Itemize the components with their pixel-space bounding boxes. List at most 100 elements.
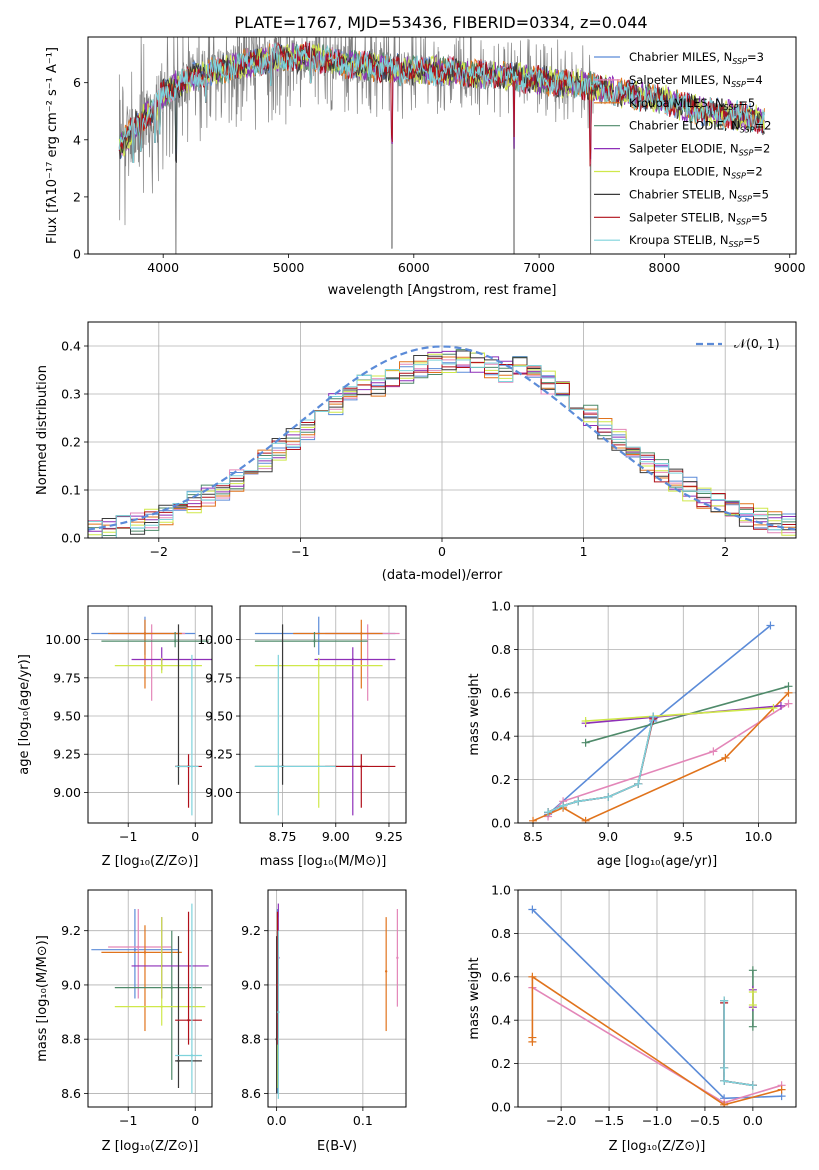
weight-vs-z-xtick-label: −0.5 [690, 1113, 720, 1128]
residuals-legend: 𝒩(0, 1) [696, 336, 780, 351]
residuals-ylabel: Normed distribution [35, 365, 50, 495]
weight-vs-z-marker-kroupa-elodie [748, 1001, 757, 1010]
residuals-xtick-label: 0 [438, 544, 446, 559]
weight-vs-age-marker-salpeter-miles [784, 699, 793, 708]
legend-label-kroupa-miles: Kroupa MILES, NSSP=5 [629, 96, 755, 112]
legend-label-normal: 𝒩(0, 1) [734, 336, 780, 351]
weight-vs-age-marker-kroupa-stelib [649, 712, 658, 721]
weight-vs-age-xtick-label: 9.0 [598, 829, 618, 844]
spectrum-ytick-label: 0 [73, 247, 81, 262]
weight-vs-z-marker-kroupa-miles [528, 1033, 537, 1042]
residuals-xtick-label: −1 [291, 544, 309, 559]
age-vs-z-ytick-label: 9.00 [53, 785, 81, 800]
age-vs-mass-ytick-label: 9.50 [205, 709, 233, 724]
histogram-kroupa-stelib [88, 359, 796, 538]
weight-vs-age-marker-salpeter-miles [709, 747, 718, 756]
weight-vs-age-line-kroupa-stelib [547, 716, 654, 813]
residuals-axes: −2 −1 0 1 2 0.0 0.1 0.2 0.3 0.4 (data-model)/error… [35, 321, 797, 583]
spectrum-xtick-label: 4000 [147, 260, 179, 275]
age-vs-mass-point-kroupa-miles [360, 632, 363, 635]
residuals-ytick-label: 0.3 [61, 387, 81, 402]
weight-vs-age-marker-kroupa-miles [721, 753, 730, 762]
age-vs-mass-xtick-label: 9.25 [375, 829, 403, 844]
residuals-xtick-label: 1 [580, 544, 588, 559]
mass-vs-z-ytick-label: 8.6 [61, 1086, 81, 1101]
legend-label-kroupa-stelib: Kroupa STELIB, NSSP=5 [629, 233, 760, 249]
weight-vs-age-xlabel: age [log₁₀(age/yr)] [597, 854, 718, 869]
legend-label-chabrier-elodie: Chabrier ELODIE, NSSP=2 [629, 119, 771, 135]
weight-vs-age-marker-kroupa-stelib [559, 801, 568, 810]
age-vs-mass-point-kroupa-stelib [277, 765, 280, 768]
weight-vs-age-marker-kroupa-stelib [634, 779, 643, 788]
spectrum-axes: 4000 5000 6000 7000 8000 9000 0 2 4 6 wavelength [… [45, 36, 806, 298]
age-vs-z-frame [87, 605, 213, 824]
weight-vs-age-ytick-label: 0.0 [491, 816, 511, 831]
age-vs-mass-axes: 8.75 9.00 9.25 9.00 9.25 9.50 9.75 10.00 mass [l… [197, 605, 407, 869]
spectrum-ytick-label: 4 [73, 132, 81, 147]
age-vs-mass-point-kroupa-elodie [317, 664, 320, 667]
mass-vs-ebv-xtick-label: 0.1 [353, 1113, 373, 1128]
age-vs-z-xtick-label: 0 [191, 829, 199, 844]
age-vs-mass-frame [239, 605, 407, 824]
residuals-ytick-label: 0.4 [61, 339, 81, 354]
weight-vs-z-marker-kroupa-miles [777, 1085, 786, 1094]
weight-vs-age-xtick-label: 9.5 [673, 829, 693, 844]
mass-vs-z-point-kroupa-miles [143, 951, 147, 954]
age-vs-z-xlabel: Z [log₁₀(Z/Z⊙)] [102, 854, 199, 869]
age-vs-mass-point-salpeter-stelib [360, 765, 363, 768]
age-vs-mass-point-chabrier-elodie [313, 639, 316, 643]
weight-vs-z-ytick-label: 0.4 [491, 1013, 511, 1028]
residuals-ytick-label: 0.2 [61, 435, 81, 450]
mass-vs-z-point-salpeter-miles [137, 945, 140, 949]
weight-vs-z-line-kroupa-stelib [723, 1000, 754, 1087]
age-vs-z-axes: −1 0 9.00 9.25 9.50 9.75 10.00 Z [log₁₀(Z/Z⊙)] a… [17, 605, 213, 869]
mass-vs-z-point-salpeter-stelib [187, 1019, 190, 1022]
weight-vs-z-marker-kroupa-miles [528, 972, 537, 981]
mass-vs-z-frame [87, 889, 213, 1108]
spectrum-frame [87, 36, 797, 255]
spectrum-xtick-label: 8000 [649, 260, 681, 275]
spectrum-xtick-label: 7000 [523, 260, 555, 275]
mass-vs-ebv-ytick-label: 9.2 [241, 923, 261, 938]
age-vs-z-point-kroupa-stelib [190, 765, 194, 768]
weight-vs-age-ytick-label: 0.2 [491, 772, 511, 787]
weight-vs-age-line-kroupa-miles [532, 692, 790, 822]
age-vs-z-ytick-label: 9.75 [53, 670, 81, 685]
mass-vs-z-ytick-label: 9.2 [61, 923, 81, 938]
weight-vs-z-marker-kroupa-stelib [720, 1076, 729, 1085]
mass-vs-z-point-kroupa-stelib [190, 1054, 194, 1057]
mass-vs-ebv-xtick-label: 0.0 [267, 1113, 287, 1128]
weight-vs-age-ytick-label: 0.6 [491, 685, 511, 700]
weight-vs-z-marker-chabrier-elodie [748, 1022, 757, 1031]
spectrum-ylabel: Flux [fλ10⁻¹⁷ erg cm⁻² s⁻¹ A⁻¹] [45, 47, 60, 244]
weight-vs-age-axes: 8.5 9.0 9.5 10.0 0.0 0.2 0.4 0.6 0.8 1.0 age [log₁… [467, 599, 797, 869]
residuals-xtick-label: 2 [721, 544, 729, 559]
weight-vs-age-ylabel: mass weight [467, 673, 482, 755]
spectrum-xtick-label: 9000 [774, 260, 806, 275]
age-vs-z-xtick-label: −1 [119, 829, 137, 844]
mass-vs-z-xlabel: Z [log₁₀(Z/Z⊙)] [102, 1139, 199, 1154]
mass-vs-ebv-point-kroupa-miles [384, 970, 388, 973]
weight-vs-z-line-salpeter-stelib [723, 1002, 754, 1087]
weight-vs-z-marker-kroupa-stelib [720, 996, 729, 1005]
mass-vs-ebv-axes: 0.0 0.1 8.6 8.8 9.0 9.2 E(B-V) [241, 889, 407, 1154]
weight-vs-z-frame [517, 889, 797, 1108]
age-vs-z-ytick-label: 9.50 [53, 709, 81, 724]
mass-vs-z-point-chabrier-miles [133, 948, 137, 951]
mass-vs-z-xtick-label: 0 [191, 1113, 199, 1128]
weight-vs-age-frame [517, 605, 797, 824]
age-vs-mass-xtick-label: 9.00 [322, 829, 350, 844]
mass-vs-z-xtick-label: −1 [119, 1113, 137, 1128]
weight-vs-z-xtick-label: −1.5 [594, 1113, 624, 1128]
weight-vs-age-marker-chabrier-elodie [581, 738, 590, 747]
spectrum-legend: Chabrier MILES, NSSP=3 Salpeter MILES, NS… [594, 50, 771, 249]
residuals-plot-area [88, 345, 796, 538]
legend-label-chabrier-miles: Chabrier MILES, NSSP=3 [629, 50, 764, 66]
spectrum-ytick-label: 6 [73, 75, 81, 90]
mass-vs-z-axes: −1 0 8.6 8.8 9.0 9.2 Z [log₁₀(Z/Z⊙)] mass [log₁… [35, 889, 213, 1154]
figure-title: PLATE=1767, MJD=53436, FIBERID=0334, z=0… [234, 13, 647, 32]
residuals-frame [87, 321, 797, 539]
mass-vs-ebv-ytick-label: 8.8 [241, 1032, 261, 1047]
legend-label-salpeter-miles: Salpeter MILES, NSSP=4 [629, 73, 763, 89]
